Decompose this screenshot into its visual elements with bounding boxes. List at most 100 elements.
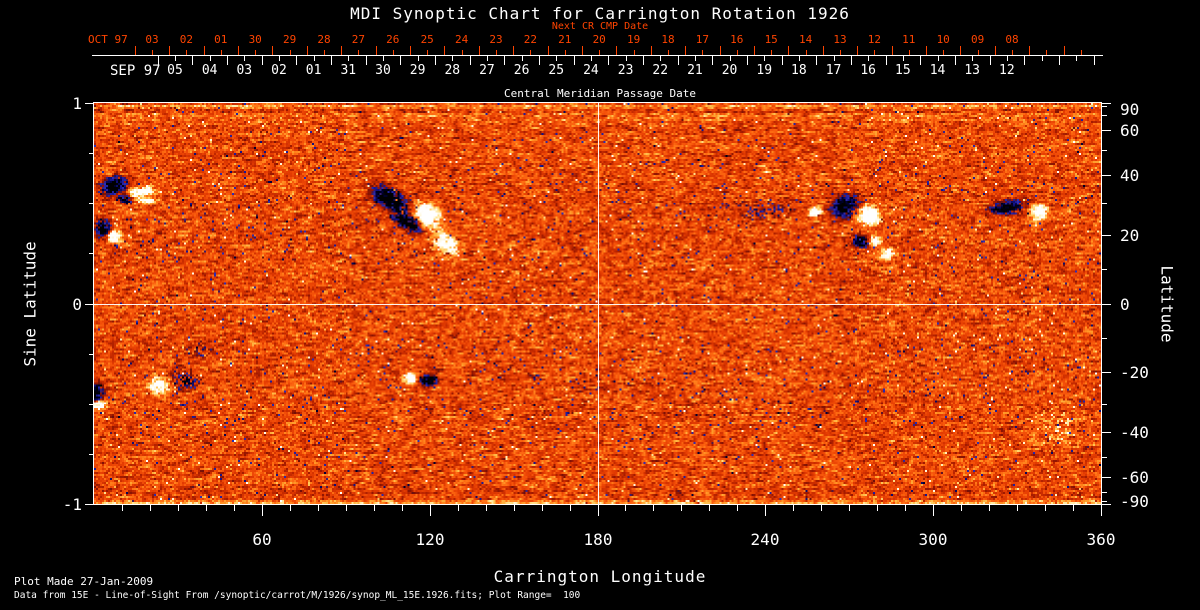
sine-lat-minor-tick	[89, 404, 94, 405]
cmp-day-tick	[954, 56, 956, 65]
next-cr-day-tick	[547, 46, 549, 55]
x-minor-tick	[653, 505, 654, 511]
x-minor-tick	[1017, 505, 1018, 511]
cmp-day-label: 24	[583, 63, 599, 78]
x-minor-tick	[290, 505, 291, 511]
next-cr-day-label: 18	[661, 33, 675, 46]
cmp-halfday-tick	[1041, 56, 1043, 61]
next-cr-halfday-tick	[771, 50, 773, 55]
next-cr-day-tick	[272, 46, 274, 55]
cmp-day-tick	[850, 56, 852, 65]
latitude-major-tick	[1102, 235, 1111, 236]
cmp-halfday-tick	[833, 56, 835, 61]
x-tick-label: 360	[1086, 530, 1116, 549]
next-cr-day-tick	[891, 46, 893, 55]
next-cr-day-label: 24	[454, 33, 469, 46]
x-minor-tick	[737, 505, 738, 511]
next-cr-day-label: 28	[317, 33, 331, 46]
next-cr-halfday-tick	[152, 50, 153, 55]
cmp-day-label: 25	[548, 63, 565, 78]
next-cr-day-label: 08	[1005, 33, 1019, 46]
next-cr-halfday-tick	[530, 50, 532, 55]
sine-lat-minor-tick	[89, 454, 94, 455]
next-cr-halfday-tick	[1012, 50, 1013, 55]
cmp-halfday-tick	[452, 56, 454, 61]
next-cr-day-tick	[822, 46, 824, 55]
cmp-halfday-tick	[209, 56, 211, 61]
x-minor-tick	[318, 505, 319, 511]
cmp-day-label: 31	[340, 63, 357, 78]
sine-lat-minor-tick	[89, 153, 94, 154]
next-cr-day-tick	[994, 46, 996, 55]
x-major-tick	[262, 505, 263, 516]
next-cr-halfday-tick	[461, 50, 463, 55]
next-cr-day-label: 13	[833, 33, 847, 46]
next-cr-halfday-tick	[908, 50, 910, 55]
cmp-day-tick	[573, 56, 575, 65]
next-cr-halfday-tick	[668, 50, 669, 55]
equator-gridline	[94, 304, 1101, 305]
next-cr-day-label: 15	[764, 33, 778, 46]
cmp-day-label: 29	[409, 63, 426, 78]
sine-lat-major-tick	[85, 504, 94, 505]
sine-lat-minor-tick	[89, 253, 94, 254]
cmp-day-tick	[157, 56, 159, 65]
x-tick-label: 60	[252, 530, 272, 549]
next-cr-halfday-tick	[874, 50, 876, 55]
cmp-day-label: 22	[652, 63, 669, 78]
next-cr-day-label: 17	[695, 33, 710, 46]
next-cr-halfday-tick	[564, 50, 566, 55]
latitude-minor-tick	[1102, 150, 1107, 151]
cmp-halfday-tick	[729, 56, 731, 61]
cmp-day-label: 17	[825, 63, 842, 78]
next-cr-day-label: 16	[730, 33, 744, 46]
cmp-halfday-tick	[590, 56, 592, 61]
latitude-major-tick	[1102, 432, 1111, 433]
cmp-day-tick	[469, 56, 471, 65]
x-minor-tick	[877, 505, 878, 511]
next-cr-day-label: 01	[214, 33, 228, 46]
next-cr-day-tick	[616, 46, 618, 55]
next-cr-halfday-tick	[633, 50, 635, 55]
x-major-tick	[598, 505, 599, 516]
latitude-tick-label: -90	[1120, 492, 1149, 511]
cmp-day-label: 28	[444, 63, 461, 78]
sine-lat-minor-tick	[89, 354, 94, 355]
next-cr-day-label: 19	[626, 33, 641, 46]
next-cr-day-tick	[960, 46, 962, 55]
cmp-day-label: 23	[617, 63, 634, 78]
next-cr-day-label: 30	[248, 33, 262, 46]
cmp-day-label: 13	[964, 63, 980, 78]
x-minor-tick	[905, 505, 906, 511]
cmp-day-tick	[1058, 56, 1060, 65]
latitude-tick-label: 60	[1120, 121, 1140, 140]
next-cr-day-label: 14	[798, 33, 813, 46]
cmp-day-tick	[296, 56, 298, 65]
next-cr-halfday-tick	[1046, 50, 1048, 55]
next-cr-month-label: OCT 97	[88, 33, 128, 46]
x-minor-tick	[681, 505, 682, 511]
latitude-tick-label: 20	[1120, 226, 1140, 245]
next-cr-day-tick	[478, 46, 480, 55]
cmp-halfday-tick	[937, 56, 939, 61]
next-cr-halfday-tick	[392, 50, 394, 55]
x-minor-tick	[346, 505, 347, 511]
next-cr-day-tick	[513, 46, 515, 55]
cmp-day-tick	[989, 56, 991, 65]
cmp-halfday-tick	[1076, 56, 1078, 61]
cmp-halfday-tick	[487, 56, 488, 61]
next-cr-day-tick	[169, 46, 171, 55]
latitude-minor-tick	[1102, 106, 1107, 107]
next-cr-day-tick	[444, 46, 446, 55]
cmp-halfday-tick	[521, 56, 523, 61]
cmp-day-tick	[677, 56, 679, 65]
x-major-tick	[765, 505, 766, 516]
x-minor-tick	[402, 505, 403, 511]
cmp-day-tick	[608, 56, 610, 65]
x-tick-label: 240	[750, 530, 780, 549]
latitude-tick-label: 90	[1120, 100, 1140, 119]
next-cr-halfday-tick	[1080, 50, 1082, 55]
next-cr-day-label: 11	[902, 33, 916, 46]
x-minor-tick	[1073, 505, 1074, 511]
